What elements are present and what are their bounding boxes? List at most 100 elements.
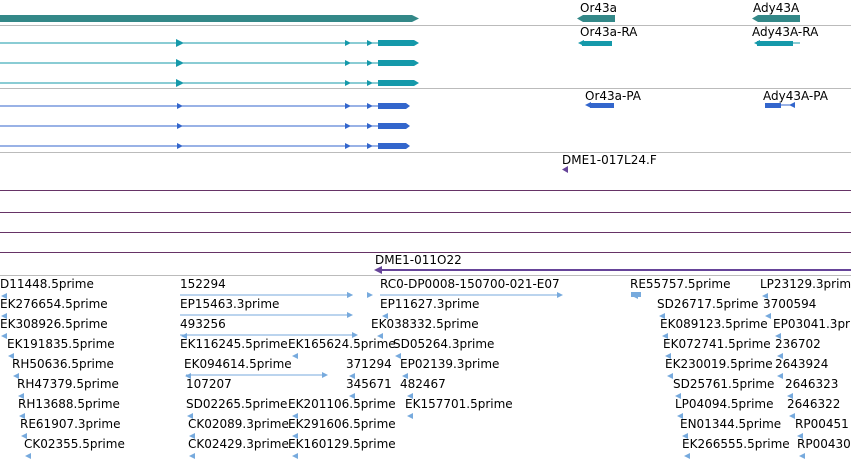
protein-exon-arrow[interactable] <box>367 143 373 149</box>
protein-exon-block[interactable] <box>590 103 614 108</box>
est-feature-arrow[interactable] <box>402 373 408 379</box>
transcript-exon-block[interactable] <box>378 40 414 46</box>
protein-exon-arrow[interactable] <box>406 103 410 109</box>
est-feature-arrow[interactable] <box>347 312 353 318</box>
est-feature-arrow[interactable] <box>682 433 688 439</box>
est-feature-arrow[interactable] <box>349 393 355 399</box>
gene-bar[interactable] <box>0 15 412 22</box>
gene-bar-arrow[interactable] <box>412 15 419 22</box>
est-feature-arrow[interactable] <box>185 373 191 379</box>
est-feature-arrow[interactable] <box>797 433 803 439</box>
est-feature-arrow[interactable] <box>765 313 771 319</box>
protein-exon-block[interactable] <box>378 103 406 109</box>
est-feature-arrow[interactable] <box>777 373 783 379</box>
protein-exon-arrow[interactable] <box>177 143 183 149</box>
est-feature-arrow[interactable] <box>667 373 673 379</box>
transcript-exon-arrow[interactable] <box>414 60 419 66</box>
gene-bar-arrow[interactable] <box>577 15 583 22</box>
gene-track[interactable] <box>0 15 800 22</box>
protein-exon-block[interactable] <box>378 123 406 129</box>
est-feature-block[interactable] <box>631 292 641 297</box>
protein-exon-arrow[interactable] <box>585 102 591 108</box>
protein-exon-arrow[interactable] <box>406 143 410 149</box>
transcript-exon-arrow[interactable] <box>754 40 760 46</box>
transcript-exon-arrow[interactable] <box>414 80 419 86</box>
est-feature-arrow[interactable] <box>684 453 690 459</box>
transcript-exon-arrow[interactable] <box>176 79 184 87</box>
est-feature-arrow[interactable] <box>189 453 195 459</box>
transcript-exon-arrow[interactable] <box>176 59 184 67</box>
est-feature-arrow[interactable] <box>189 433 195 439</box>
transcript-exon-arrow[interactable] <box>345 40 351 46</box>
est-feature-arrow[interactable] <box>322 372 328 378</box>
est-feature-arrow[interactable] <box>775 333 781 339</box>
protein-exon-arrow[interactable] <box>177 103 183 109</box>
est-feature-arrow[interactable] <box>675 393 681 399</box>
est-feature-arrow[interactable] <box>407 413 413 419</box>
est-feature-arrow[interactable] <box>292 433 298 439</box>
est-feature-arrow[interactable] <box>292 413 298 419</box>
est-feature-arrow[interactable] <box>19 413 25 419</box>
protein-exon-arrow[interactable] <box>789 102 795 108</box>
transcript-exon-arrow[interactable] <box>345 60 351 66</box>
est-track[interactable] <box>1 292 805 459</box>
protein-exon-block[interactable] <box>378 143 406 149</box>
est-feature-arrow[interactable] <box>557 292 563 298</box>
protein-exon-arrow[interactable] <box>177 123 183 129</box>
protein-exon-arrow[interactable] <box>406 123 410 129</box>
est-feature-arrow[interactable] <box>347 292 353 298</box>
transcript-rna-track[interactable] <box>0 39 800 87</box>
est-feature-arrow[interactable] <box>349 373 355 379</box>
gene-bar-arrow[interactable] <box>752 15 758 22</box>
est-feature-arrow[interactable] <box>677 413 683 419</box>
est-feature-arrow[interactable] <box>8 353 14 359</box>
gene-bar[interactable] <box>583 15 615 22</box>
clone-feature-arrow[interactable] <box>374 266 382 274</box>
est-feature-arrow[interactable] <box>665 353 671 359</box>
est-feature-arrow[interactable] <box>659 313 665 319</box>
est-feature-arrow[interactable] <box>292 453 298 459</box>
transcript-exon-arrow[interactable] <box>176 39 184 47</box>
transcript-exon-arrow[interactable] <box>367 40 373 46</box>
est-feature-arrow[interactable] <box>787 393 793 399</box>
protein-exon-block[interactable] <box>765 103 781 108</box>
transcript-exon-arrow[interactable] <box>578 40 584 46</box>
transcript-exon-arrow[interactable] <box>367 60 373 66</box>
protein-exon-arrow[interactable] <box>345 103 351 109</box>
transcript-exon-arrow[interactable] <box>367 80 373 86</box>
est-feature-arrow[interactable] <box>777 353 783 359</box>
est-feature-arrow[interactable] <box>377 333 383 339</box>
protein-track[interactable] <box>0 102 795 149</box>
transcript-exon-arrow[interactable] <box>345 80 351 86</box>
est-feature-arrow[interactable] <box>18 393 24 399</box>
transcript-exon-block[interactable] <box>378 80 414 86</box>
est-feature-arrow[interactable] <box>395 353 401 359</box>
est-feature-arrow[interactable] <box>789 413 795 419</box>
est-feature-arrow[interactable] <box>662 333 668 339</box>
gene-bar[interactable] <box>758 15 800 22</box>
est-feature-arrow[interactable] <box>799 453 805 459</box>
est-feature-arrow[interactable] <box>21 433 27 439</box>
transcript-exon-block[interactable] <box>378 60 414 66</box>
est-feature-arrow[interactable] <box>1 313 7 319</box>
est-feature-arrow[interactable] <box>25 453 31 459</box>
est-feature-arrow[interactable] <box>407 393 413 399</box>
est-feature-arrow[interactable] <box>1 293 7 299</box>
clone-feature[interactable] <box>562 166 568 173</box>
est-feature-arrow[interactable] <box>1 333 7 339</box>
transcript-exon-block[interactable] <box>757 41 793 46</box>
est-feature-arrow[interactable] <box>181 333 187 339</box>
est-feature-arrow[interactable] <box>382 313 388 319</box>
est-feature-arrow[interactable] <box>292 353 298 359</box>
clone-track[interactable] <box>374 166 851 274</box>
protein-exon-arrow[interactable] <box>345 143 351 149</box>
est-feature-arrow[interactable] <box>13 373 19 379</box>
protein-exon-arrow[interactable] <box>345 123 351 129</box>
protein-exon-arrow[interactable] <box>367 103 373 109</box>
protein-exon-arrow[interactable] <box>367 123 373 129</box>
est-feature-arrow[interactable] <box>187 413 193 419</box>
est-feature-arrow[interactable] <box>762 293 768 299</box>
transcript-exon-arrow[interactable] <box>414 40 419 46</box>
transcript-exon-block[interactable] <box>582 41 612 46</box>
